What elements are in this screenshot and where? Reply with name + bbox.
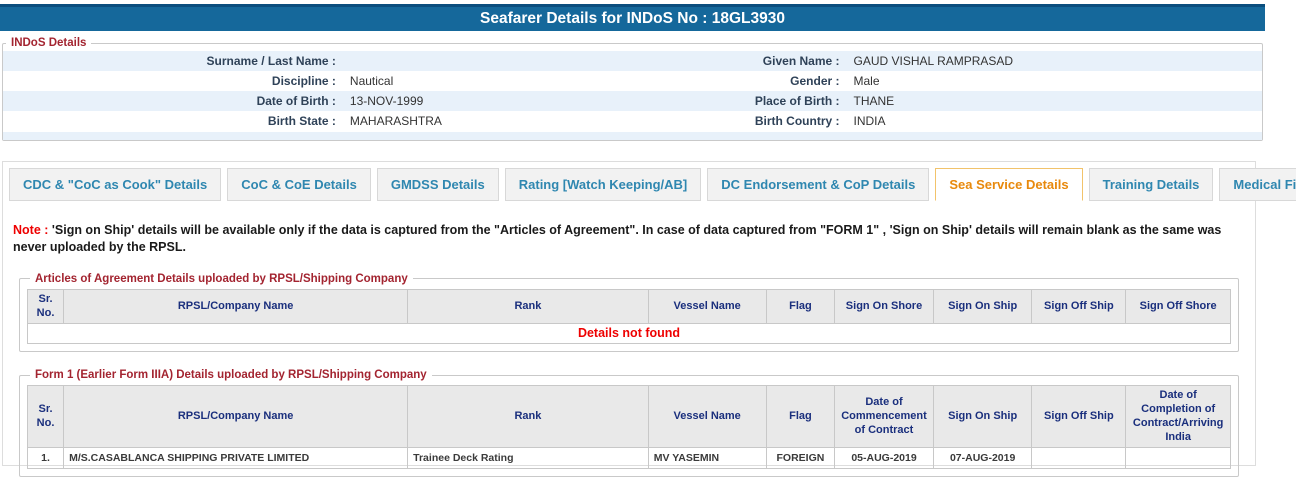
articles-col-sign-on-shore: Sign On Shore — [834, 288, 934, 325]
form1-col-sr-no: Sr. No. — [26, 385, 65, 449]
form1-col-flag: Flag — [765, 385, 836, 449]
indos-details-legend: INDoS Details — [11, 37, 87, 49]
tab-sea-service[interactable]: Sea Service Details — [935, 168, 1083, 201]
form1-data-row: 1. M/S.CASABLANCA SHIPPING PRIVATE LIMIT… — [26, 447, 1231, 470]
page-title: Seafarer Details for INDoS No : 18GL3930 — [480, 10, 785, 27]
detail-row-birth: Date of Birth : 13-NOV-1999 Place of Bir… — [3, 91, 1262, 111]
tab-cdc-coc-as-cook[interactable]: CDC & "CoC as Cook" Details — [9, 168, 222, 201]
sign-on-ship-note: Note : 'Sign on Ship' details will be av… — [13, 222, 1243, 256]
articles-col-sign-off-ship: Sign Off Ship — [1031, 288, 1127, 325]
tab-bar: CDC & "CoC as Cook" Details CoC & CoE De… — [3, 162, 1296, 201]
tab-gmdss[interactable]: GMDSS Details — [376, 168, 499, 201]
form1-cell-sign-on-ship: 07-AUG-2019 — [932, 447, 1033, 470]
form1-col-vessel: Vessel Name — [647, 385, 767, 449]
form1-cell-commencement-date: 05-AUG-2019 — [834, 447, 934, 470]
given-name-label: Given Name : — [762, 54, 840, 68]
given-name-value: GAUD VISHAL RAMPRASAD — [853, 54, 1014, 68]
articles-table: Sr. No. RPSL/Company Name Rank Vessel Na… — [26, 288, 1231, 345]
articles-col-company: RPSL/Company Name — [63, 288, 409, 325]
form1-cell-sign-off-ship — [1031, 447, 1127, 470]
form1-col-rank: Rank — [407, 385, 649, 449]
form1-col-sign-on-ship: Sign On Ship — [932, 385, 1033, 449]
form1-table: Sr. No. RPSL/Company Name Rank Vessel Na… — [26, 385, 1231, 470]
form1-cell-company: M/S.CASABLANCA SHIPPING PRIVATE LIMITED — [63, 447, 409, 470]
place-of-birth-value: THANE — [853, 94, 895, 108]
note-label: Note : — [13, 223, 49, 237]
tab-training[interactable]: Training Details — [1088, 168, 1214, 201]
detail-row-state: Birth State : MAHARASHTRA Birth Country … — [3, 111, 1262, 131]
surname-label: Surname / Last Name : — [206, 54, 336, 68]
form1-fieldset: Form 1 (Earlier Form IIIA) Details uploa… — [19, 369, 1239, 477]
spacer-row — [3, 132, 1262, 140]
dob-label: Date of Birth : — [256, 94, 336, 108]
form1-cell-flag: FOREIGN — [765, 447, 836, 470]
detail-row-discipline: Discipline : Nautical Gender : Male — [3, 71, 1262, 91]
form1-legend: Form 1 (Earlier Form IIIA) Details uploa… — [35, 369, 427, 382]
articles-header-row: Sr. No. RPSL/Company Name Rank Vessel Na… — [26, 288, 1231, 325]
form1-col-commencement-date: Date of Commencement of Contract — [834, 385, 934, 449]
gender-value: Male — [853, 74, 880, 88]
birth-country-label: Birth Country : — [754, 114, 840, 128]
form1-cell-rank: Trainee Deck Rating — [407, 447, 649, 470]
articles-legend: Articles of Agreement Details uploaded b… — [35, 272, 408, 285]
articles-empty-row: Details not found — [27, 323, 1231, 345]
articles-col-vessel: Vessel Name — [647, 288, 767, 325]
birth-state-value: MAHARASHTRA — [349, 114, 442, 128]
discipline-label: Discipline : — [271, 74, 336, 88]
dob-value: 13-NOV-1999 — [349, 94, 424, 108]
indos-details-fieldset: INDoS Details Surname / Last Name : Give… — [2, 37, 1263, 141]
birth-state-label: Birth State : — [267, 114, 336, 128]
tab-dc-endorsement-cop[interactable]: DC Endorsement & CoP Details — [707, 168, 930, 201]
form1-col-completion-date: Date of Completion of Contract/Arriving … — [1125, 385, 1231, 449]
birth-country-value: INDIA — [853, 114, 886, 128]
articles-col-sign-off-shore: Sign Off Shore — [1125, 288, 1231, 325]
detail-row-name: Surname / Last Name : Given Name : GAUD … — [3, 51, 1262, 71]
form1-cell-completion-date — [1125, 447, 1231, 470]
gender-label: Gender : — [790, 74, 840, 88]
form1-col-company: RPSL/Company Name — [63, 385, 409, 449]
page-title-bar: Seafarer Details for INDoS No : 18GL3930 — [0, 4, 1265, 31]
tab-coc-coe[interactable]: CoC & CoE Details — [227, 168, 371, 201]
articles-of-agreement-fieldset: Articles of Agreement Details uploaded b… — [19, 272, 1239, 353]
note-text: 'Sign on Ship' details will be available… — [13, 223, 1222, 254]
articles-col-rank: Rank — [407, 288, 649, 325]
articles-col-sign-on-ship: Sign On Ship — [932, 288, 1033, 325]
articles-col-flag: Flag — [765, 288, 836, 325]
details-not-found-message: Details not found — [27, 323, 1231, 345]
form1-cell-sr-no: 1. — [26, 447, 65, 470]
sea-service-panel: CDC & "CoC as Cook" Details CoC & CoE De… — [2, 161, 1296, 477]
articles-col-sr-no: Sr. No. — [26, 288, 65, 325]
form1-cell-vessel: MV YASEMIN — [647, 447, 767, 470]
form1-col-sign-off-ship: Sign Off Ship — [1031, 385, 1127, 449]
place-of-birth-label: Place of Birth : — [754, 94, 840, 108]
form1-header-row: Sr. No. RPSL/Company Name Rank Vessel Na… — [26, 385, 1231, 449]
tab-rating-watch-keeping[interactable]: Rating [Watch Keeping/AB] — [504, 168, 702, 201]
tab-medical-fitness[interactable]: Medical Fitness Certificate — [1219, 168, 1296, 201]
discipline-value: Nautical — [349, 74, 394, 88]
top-strip — [0, 0, 1296, 4]
